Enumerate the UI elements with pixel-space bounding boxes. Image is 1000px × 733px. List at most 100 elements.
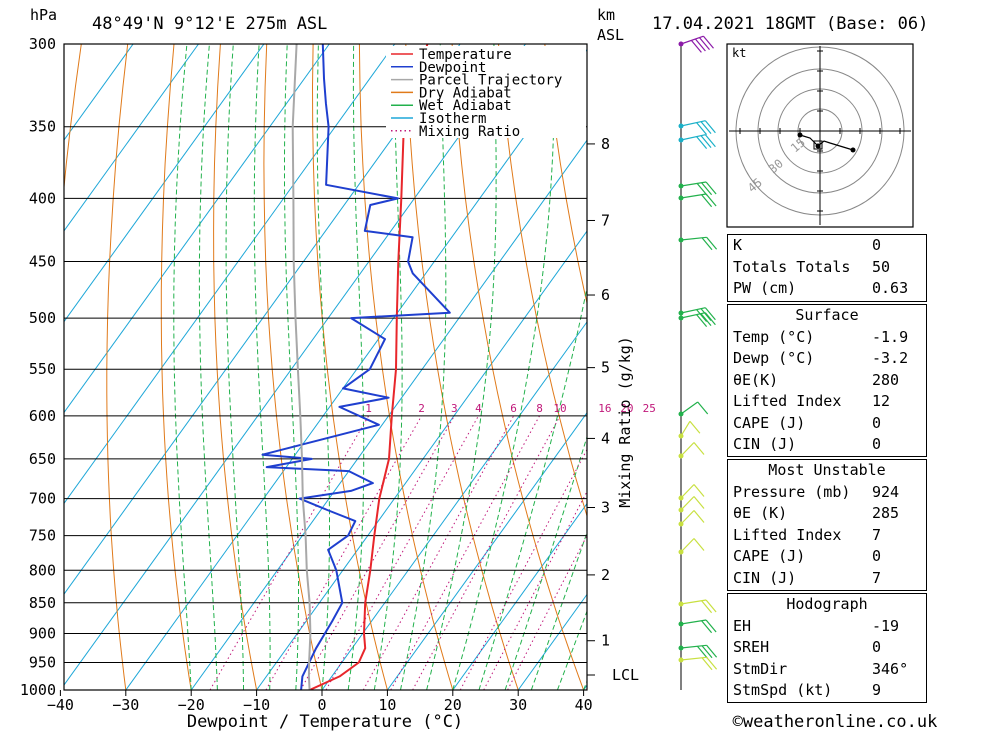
legend-entry: Dry Adiabat	[419, 85, 512, 101]
wind-barb-flag	[703, 35, 714, 49]
wind-level-dot	[678, 549, 684, 555]
pressure-tick-label: 650	[29, 450, 56, 468]
isotherm-line	[64, 44, 396, 505]
surface-row: CIN (J) 0	[728, 434, 926, 456]
x-tick-label: −10	[243, 696, 270, 714]
wind-barb	[680, 510, 695, 525]
pressure-tick-label: 1000	[20, 681, 56, 699]
wind-level-dot	[678, 411, 684, 417]
mu-cape-value: 0	[872, 547, 882, 565]
wind-barb-flag	[696, 183, 708, 196]
isotherm-line	[125, 48, 587, 690]
eh-value: -19	[872, 616, 900, 635]
totals-label: Totals Totals	[733, 257, 851, 276]
isotherm-line	[386, 411, 587, 690]
mu-row: Pressure (mb) 924	[728, 482, 926, 504]
dry-adiabat-line	[358, 44, 454, 690]
isotherm-line	[321, 321, 587, 690]
surface-table: Surface Temp (°C) -1.9 Dewp (°C) -3.2 θE(K…	[727, 304, 927, 457]
pressure-tick-label: 550	[29, 360, 56, 378]
surface-dewp-label: Dewp (°C)	[733, 349, 815, 367]
mixing-ratio-label: 16	[598, 402, 611, 415]
eh-label: EH	[733, 616, 752, 635]
isotherm-line	[64, 44, 526, 686]
pw-label: PW (cm)	[733, 279, 797, 297]
pw-value: 0.63	[872, 279, 909, 297]
pressure-tick-label: 400	[29, 189, 56, 207]
mu-li-value: 7	[872, 525, 882, 544]
wind-barb-flag	[705, 619, 717, 633]
height-tick-label: 3	[601, 498, 610, 516]
wind-barb-flag	[700, 308, 712, 321]
wind-level-dot	[678, 495, 684, 501]
x-tick-label: 40	[575, 696, 593, 714]
height-tick-label: 1	[601, 632, 610, 650]
pressure-tick-label: 750	[29, 527, 56, 545]
wind-barb-flag	[701, 600, 713, 614]
wind-barb	[680, 484, 695, 499]
wind-barb-flag	[693, 538, 705, 551]
wind-barb-flag	[706, 644, 718, 658]
wind-level-dot	[678, 183, 684, 189]
dry-adiabat-line	[160, 44, 192, 690]
wet-adiabat-line	[225, 44, 244, 690]
mixing-ratio-line	[325, 415, 479, 690]
dry-adiabat-line	[405, 44, 519, 690]
sreh-label: SREH	[733, 638, 770, 656]
dry-adiabat-line	[106, 44, 129, 690]
wind-barb-flag	[704, 134, 716, 148]
wind-barb-flag	[701, 182, 713, 196]
height-tick-label: 6	[601, 286, 610, 304]
mixing-ratio-line	[483, 490, 587, 690]
hodograph-point	[815, 143, 821, 149]
isotherm-line	[64, 44, 330, 414]
surface-row: Temp (°C) -1.9	[728, 327, 926, 349]
wind-barb-flag	[704, 312, 716, 326]
stmspd-value: 9	[872, 681, 882, 699]
dry-adiabat-line	[544, 44, 587, 306]
pressure-tick-label: 450	[29, 253, 56, 271]
surface-li-value: 12	[872, 392, 891, 410]
wet-adiabat-line	[173, 44, 192, 690]
wind-level-dot	[678, 433, 684, 439]
wind-level-dot	[678, 237, 684, 243]
wind-level-dot	[678, 195, 684, 201]
wind-barb-flag	[704, 120, 716, 134]
mu-row: Lifted Index 7	[728, 525, 926, 547]
wind-barb-flag	[696, 136, 708, 149]
x-tick-label: 0	[317, 696, 326, 714]
x-tick-label: 20	[444, 696, 462, 714]
wind-barb	[680, 420, 691, 437]
pressure-unit-label: hPa	[30, 6, 57, 24]
wet-adiabat-line	[316, 44, 330, 690]
legend-entry: Mixing Ratio	[419, 124, 520, 140]
isotherm-line	[64, 44, 134, 141]
pressure-tick-label: 600	[29, 407, 56, 425]
dry-adiabat-line	[213, 44, 258, 690]
mu-row: CAPE (J) 0	[728, 546, 926, 568]
stmspd-label: StmSpd (kt)	[733, 681, 833, 699]
mixing-ratio-label: 3	[451, 402, 458, 415]
mixing-ratio-axis-label: Mixing Ratio (g/kg)	[616, 336, 634, 508]
mu-cape-label: CAPE (J)	[733, 547, 806, 565]
x-tick-label: 30	[509, 696, 527, 714]
surface-cin-label: CIN (J)	[733, 435, 797, 453]
wind-level-dot	[678, 621, 684, 627]
wind-barb-flag	[699, 37, 710, 50]
hodo-row: StmDir 346°	[728, 659, 926, 681]
surface-title: Surface	[795, 306, 859, 324]
wind-level-dot	[678, 601, 684, 607]
pressure-tick-label: 700	[29, 490, 56, 508]
wet-adiabat-line	[478, 285, 587, 690]
height-tick-label: 8	[601, 135, 610, 153]
profile-dewpoint	[261, 44, 451, 690]
x-tick-label: 10	[378, 696, 396, 714]
legend-entry: Dewpoint	[419, 60, 486, 76]
surface-row: CAPE (J) 0	[728, 413, 926, 435]
mixing-ratio-label: 4	[475, 402, 482, 415]
mu-thetae-value: 285	[872, 504, 900, 522]
wind-barb-flag	[697, 401, 709, 415]
surface-dewp-value: -3.2	[872, 349, 909, 367]
wind-level-dot	[678, 41, 684, 47]
